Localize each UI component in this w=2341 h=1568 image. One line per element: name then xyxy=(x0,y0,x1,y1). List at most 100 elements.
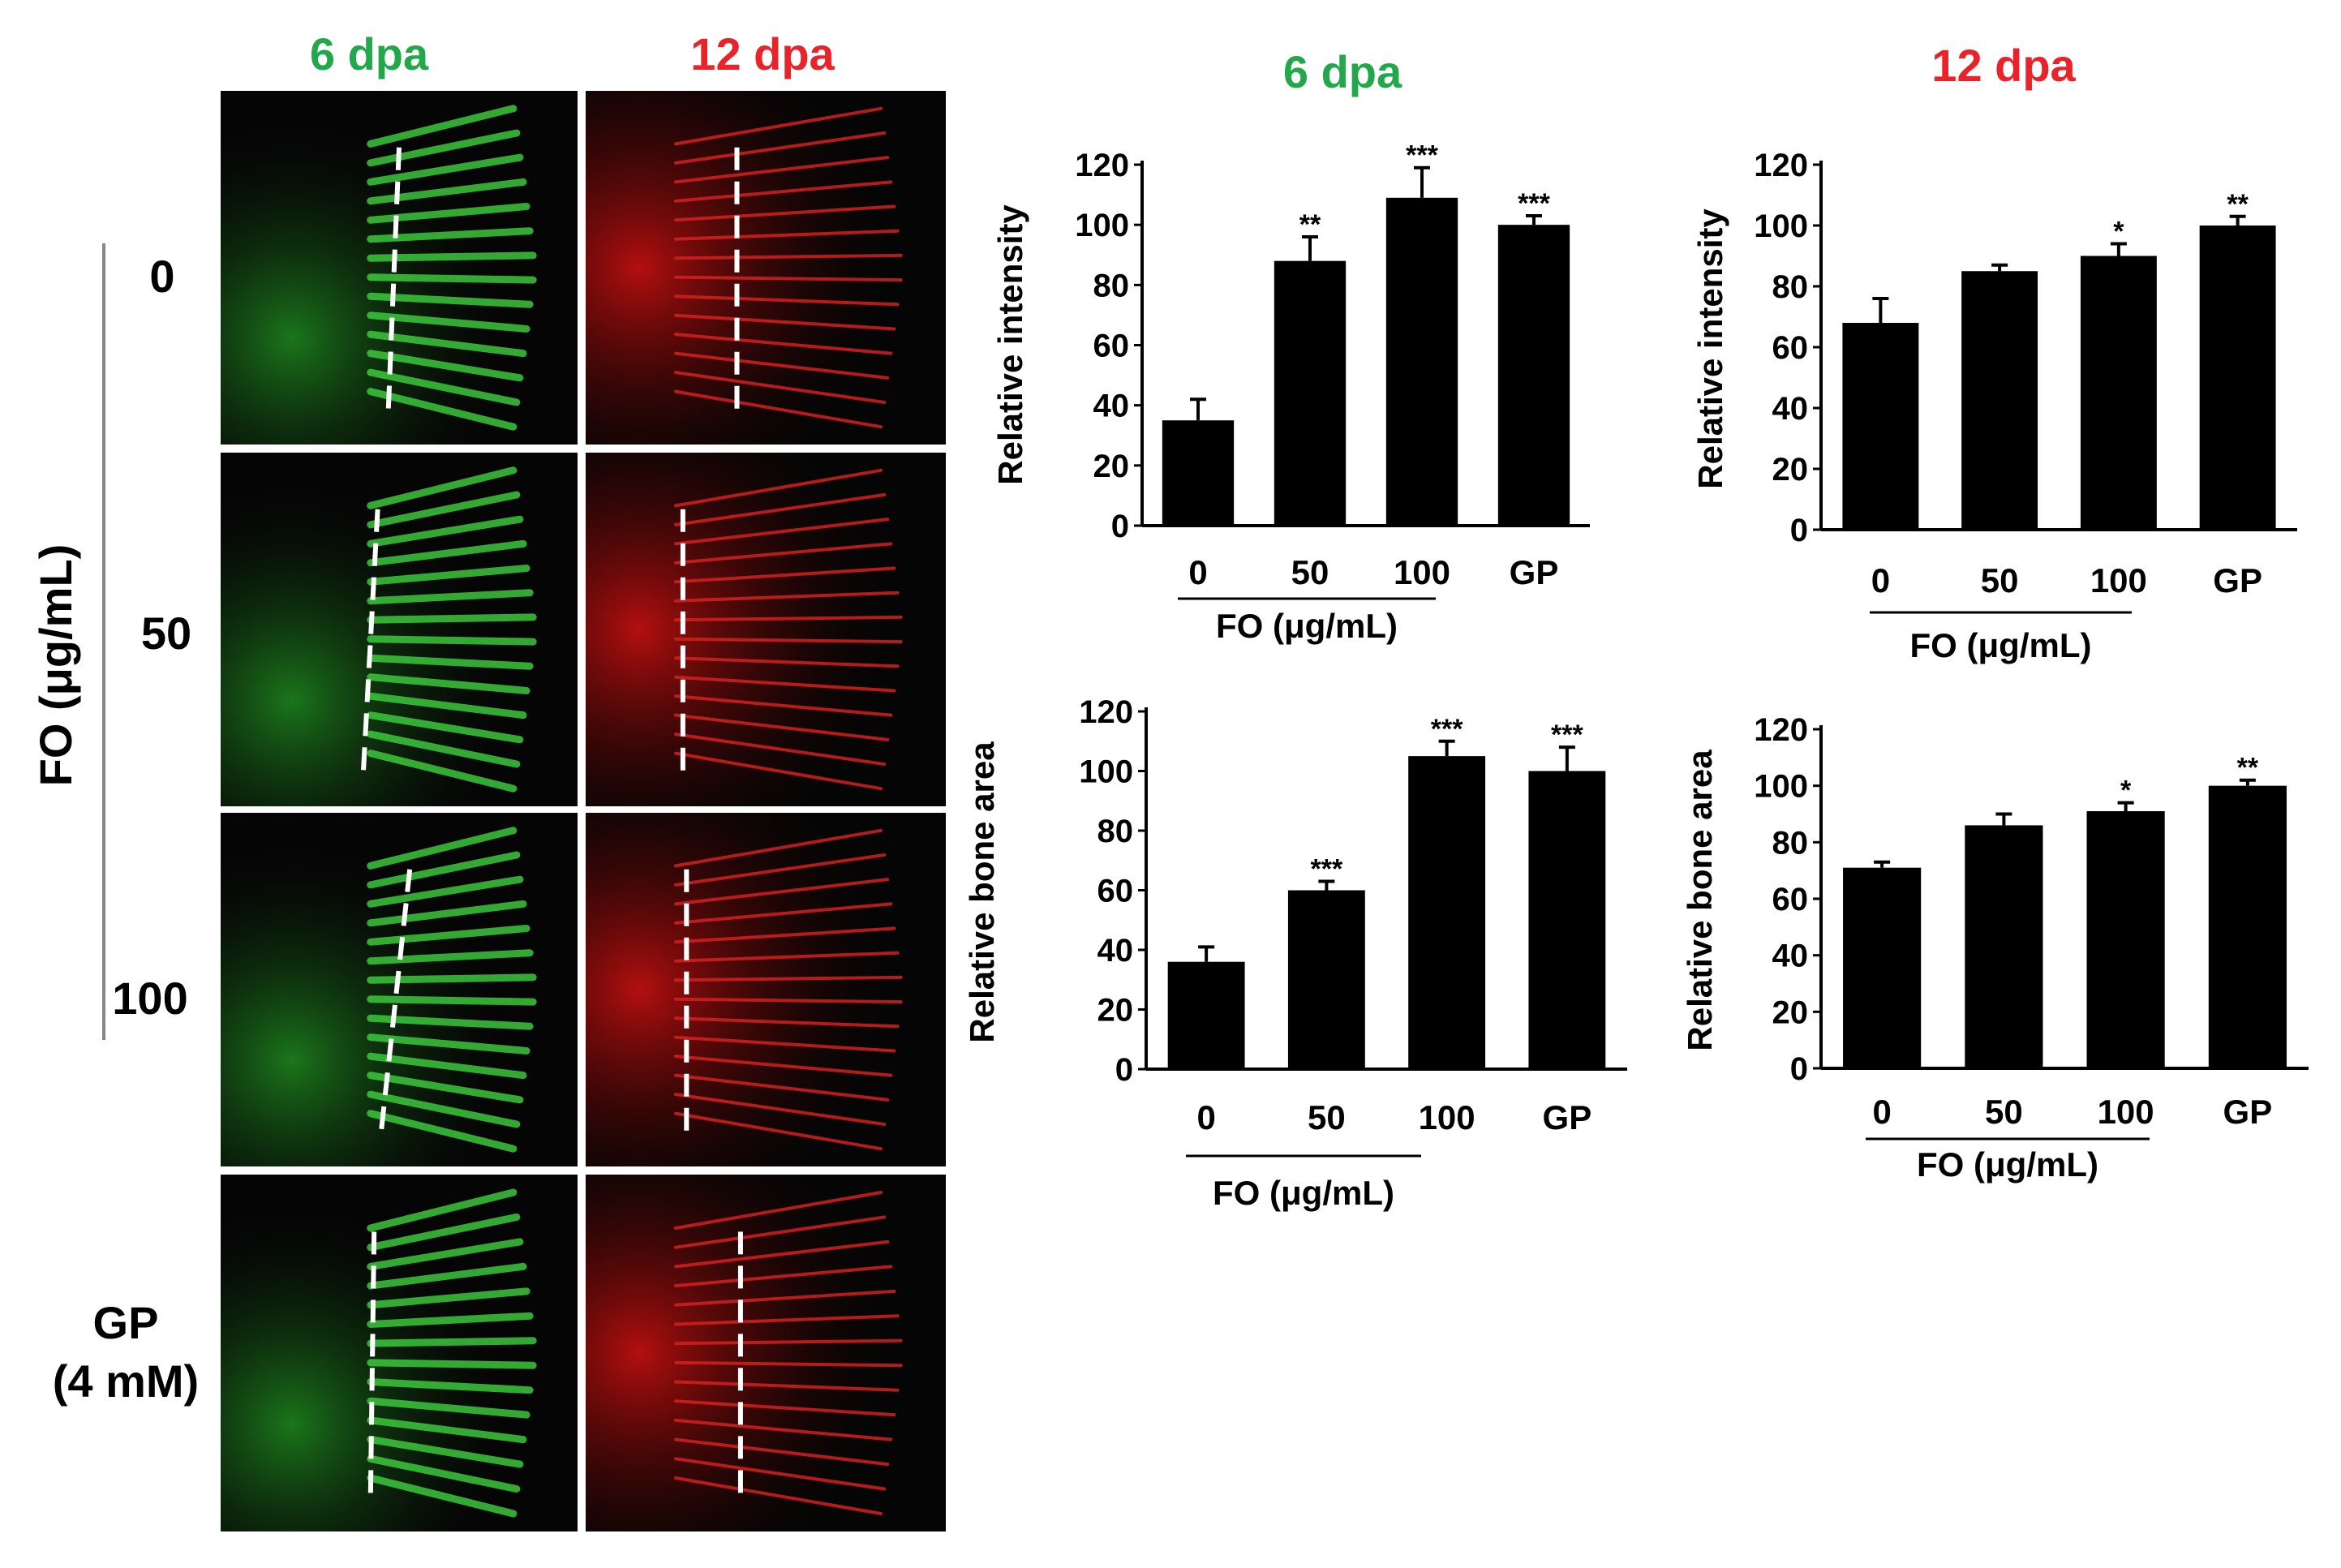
bar-50 xyxy=(1287,890,1365,1069)
significance-marker: *** xyxy=(1311,853,1343,884)
category-label: GP xyxy=(2223,1093,2273,1131)
amputation-line xyxy=(379,869,413,1132)
y-tick-label: 80 xyxy=(1772,269,1809,305)
bar-100 xyxy=(1408,756,1486,1069)
group-label: FO (μg/mL) xyxy=(30,544,81,787)
category-label: 0 xyxy=(1872,1093,1891,1131)
bar-chart-3: 0 20 40 60 80 100 120 Relative bone area 0 *** 50 *… xyxy=(963,694,1627,1212)
y-tick-label: 60 xyxy=(1772,330,1809,366)
bar-50 xyxy=(1965,825,2043,1068)
category-label: 100 xyxy=(1419,1098,1475,1136)
bar-0 xyxy=(1167,961,1245,1069)
category-label: 100 xyxy=(1394,553,1450,591)
significance-marker: * xyxy=(2120,775,2132,806)
significance-marker: *** xyxy=(1551,720,1583,750)
column-header-12dpa: 12 dpa xyxy=(690,28,835,79)
category-label: 50 xyxy=(1985,1093,2023,1131)
y-axis-label: Relative bone area xyxy=(963,741,1001,1043)
micrograph-6dpa-100 xyxy=(221,813,578,1166)
micrograph-12dpa-50 xyxy=(586,453,946,806)
y-tick-label: 100 xyxy=(1075,208,1129,243)
category-label: GP xyxy=(1543,1098,1592,1136)
significance-marker: ** xyxy=(2227,189,2249,220)
micrograph-6dpa-gp xyxy=(221,1175,578,1531)
micrograph-grid xyxy=(221,91,946,1531)
row-label-gp-dose: (4 mM) xyxy=(53,1355,199,1407)
y-tick-label: 120 xyxy=(1754,148,1808,183)
significance-marker: *** xyxy=(1406,140,1438,171)
micrograph-6dpa-50 xyxy=(221,453,578,806)
bar-0 xyxy=(1843,867,1922,1068)
y-tick-label: 20 xyxy=(1772,452,1809,488)
y-tick-label: 20 xyxy=(1093,449,1130,484)
bar-0 xyxy=(1162,420,1235,526)
bar-chart-2: 0 20 40 60 80 100 120 Relative intensity 0 50 * 100… xyxy=(1691,148,2297,664)
bar-chart-4: 0 20 40 60 80 100 120 Relative bone area 0 50 * 100… xyxy=(1681,712,2309,1184)
micrograph-12dpa-0 xyxy=(586,91,946,445)
y-tick-label: 0 xyxy=(1111,509,1129,544)
y-tick-label: 60 xyxy=(1772,882,1809,917)
category-label: 50 xyxy=(1291,553,1329,591)
x-axis-label: FO (μg/mL) xyxy=(1216,607,1398,645)
chart-header-6dpa: 6 dpa xyxy=(1283,46,1402,97)
y-tick-label: 20 xyxy=(1097,993,1134,1029)
y-tick-label: 0 xyxy=(1115,1052,1133,1088)
y-tick-label: 0 xyxy=(1790,513,1808,548)
y-tick-label: 100 xyxy=(1079,754,1133,790)
row-label-100: 100 xyxy=(112,973,187,1024)
bar-0 xyxy=(1842,323,1919,530)
category-label: 100 xyxy=(2098,1093,2154,1131)
category-label: 50 xyxy=(1308,1098,1346,1136)
significance-marker: ** xyxy=(2237,753,2259,784)
category-label: GP xyxy=(2213,561,2262,599)
y-tick-label: 40 xyxy=(1772,391,1809,427)
bar-100 xyxy=(1385,197,1458,526)
y-tick-label: 80 xyxy=(1093,268,1130,303)
y-tick-label: 60 xyxy=(1097,874,1134,909)
significance-marker: *** xyxy=(1518,188,1550,219)
category-label: 0 xyxy=(1871,561,1890,599)
significance-marker: ** xyxy=(1299,209,1321,240)
y-tick-label: 120 xyxy=(1075,148,1129,183)
amputation-line xyxy=(361,509,380,771)
y-tick-label: 100 xyxy=(1754,769,1808,805)
y-tick-label: 60 xyxy=(1093,329,1130,364)
category-label: 100 xyxy=(2090,561,2147,599)
significance-marker: * xyxy=(2113,217,2124,247)
x-axis-label: FO (μg/mL) xyxy=(1910,626,2092,664)
bar-GP xyxy=(1497,225,1570,526)
column-header-6dpa: 6 dpa xyxy=(310,28,429,79)
category-label: 0 xyxy=(1188,553,1207,591)
bar-100 xyxy=(2080,256,2157,530)
significance-marker: *** xyxy=(1431,714,1463,745)
micrograph-12dpa-gp xyxy=(586,1175,946,1531)
y-axis-label: Relative intensity xyxy=(991,204,1029,485)
bar-GP xyxy=(2208,785,2287,1068)
x-axis-label: FO (μg/mL) xyxy=(1917,1145,2098,1184)
chart-header-12dpa: 12 dpa xyxy=(1931,40,2076,91)
row-label-gp: GP xyxy=(93,1297,159,1348)
category-label: 0 xyxy=(1196,1098,1215,1136)
x-axis-label: FO (μg/mL) xyxy=(1213,1174,1394,1212)
bar-GP xyxy=(1528,771,1606,1069)
category-label: GP xyxy=(1510,553,1559,591)
bar-GP xyxy=(2199,226,2276,530)
y-tick-label: 120 xyxy=(1079,694,1133,730)
row-label-0: 0 xyxy=(149,251,174,302)
bar-chart-1: 0 20 40 60 80 100 120 Relative intensity 0 ** 50 **… xyxy=(991,140,1590,645)
y-tick-label: 0 xyxy=(1790,1051,1808,1087)
bar-100 xyxy=(2086,811,2165,1068)
bar-50 xyxy=(1961,271,2038,530)
y-tick-label: 40 xyxy=(1772,939,1809,974)
micrograph-6dpa-0 xyxy=(221,91,578,445)
y-tick-label: 80 xyxy=(1097,814,1134,849)
micrograph-12dpa-100 xyxy=(586,813,946,1166)
y-axis-label: Relative intensity xyxy=(1691,208,1729,489)
row-label-50: 50 xyxy=(141,608,191,659)
y-tick-label: 80 xyxy=(1772,825,1809,861)
y-tick-label: 120 xyxy=(1754,712,1808,748)
y-tick-label: 40 xyxy=(1097,933,1134,969)
category-label: 50 xyxy=(1981,561,2019,599)
